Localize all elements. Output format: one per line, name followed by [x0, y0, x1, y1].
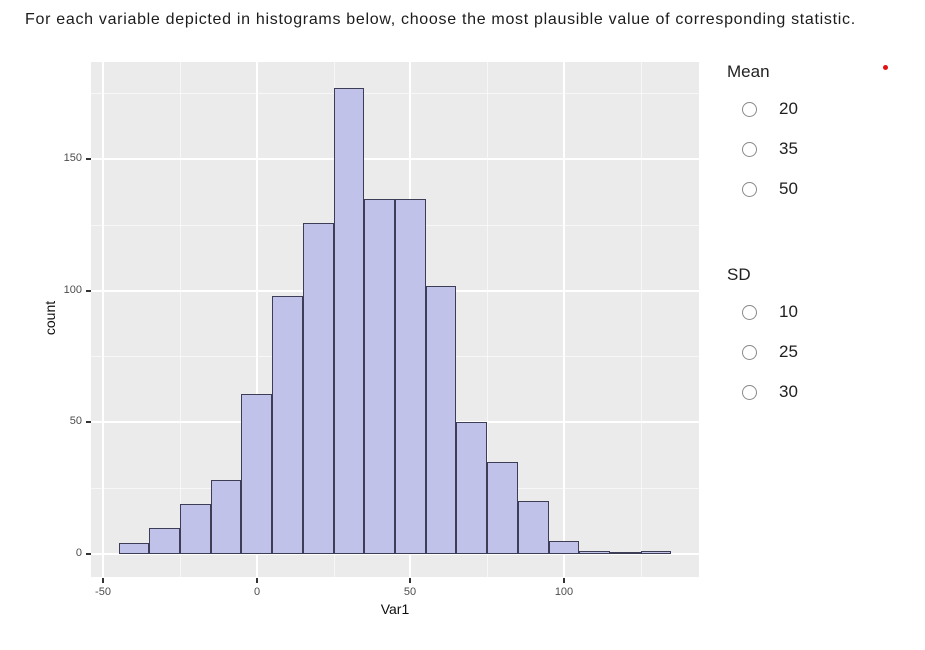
- y-tick-label: 0: [75, 547, 82, 559]
- histogram-bar: [364, 199, 395, 554]
- histogram-bar: [334, 88, 364, 554]
- x-tick-mark: [409, 578, 411, 583]
- histogram-bar: [487, 462, 518, 554]
- histogram-bar: [395, 199, 426, 554]
- y-tick-mark: [86, 553, 91, 555]
- gridline-x-minor: [487, 62, 488, 577]
- gridline-y-major: [91, 158, 699, 160]
- option-row-mean-50[interactable]: 50: [727, 176, 917, 202]
- y-tick-label: 100: [63, 284, 82, 296]
- x-axis-title: Var1: [380, 601, 410, 617]
- histogram-bar: [426, 286, 456, 554]
- histogram-bar: [119, 543, 149, 554]
- gridline-x-minor: [641, 62, 642, 577]
- question-label: Mean: [727, 62, 770, 81]
- y-tick-label: 150: [63, 152, 82, 164]
- page-title: For each variable depicted in histograms…: [25, 11, 856, 28]
- gridline-x-minor: [180, 62, 181, 577]
- option-label: 25: [779, 342, 798, 361]
- x-tick-label: 0: [253, 586, 261, 598]
- option-row-sd-30[interactable]: 30: [727, 379, 917, 405]
- y-tick-mark: [86, 421, 91, 423]
- gridline-x-major: [256, 62, 258, 577]
- histogram-bar: [456, 422, 487, 554]
- option-label: 35: [779, 139, 798, 158]
- radio-button-mean-35[interactable]: [742, 141, 757, 157]
- gridline-x-major: [563, 62, 565, 577]
- histogram-bar: [180, 504, 211, 554]
- histogram-bar: [579, 551, 610, 554]
- plot-panel: [91, 62, 699, 577]
- histogram-bar: [241, 394, 272, 554]
- histogram-bar: [149, 528, 180, 554]
- x-tick-mark: [102, 578, 104, 583]
- question-group-sd: SD 10 25 30: [727, 264, 917, 405]
- y-tick-mark: [86, 158, 91, 160]
- x-tick-label: 100: [554, 586, 574, 598]
- option-label: 20: [779, 99, 798, 118]
- gridline-y-major: [91, 553, 699, 555]
- x-tick-mark: [256, 578, 258, 583]
- option-label: 10: [779, 302, 798, 321]
- radio-button-sd-10[interactable]: [742, 304, 757, 320]
- y-tick-label: 50: [69, 415, 82, 427]
- x-tick-label: -50: [95, 586, 111, 598]
- option-label: 50: [779, 179, 798, 198]
- option-row-mean-35[interactable]: 35: [727, 136, 917, 162]
- required-indicator-dot: [883, 65, 888, 70]
- radio-button-sd-30[interactable]: [742, 384, 757, 400]
- histogram-bar: [211, 480, 241, 554]
- option-row-sd-10[interactable]: 10: [727, 299, 917, 325]
- radio-button-sd-25[interactable]: [742, 344, 757, 360]
- radio-button-mean-20[interactable]: [742, 101, 757, 117]
- question-label: SD: [727, 265, 751, 284]
- histogram-bar: [641, 551, 671, 554]
- gridline-y-minor: [91, 93, 699, 94]
- radio-button-mean-50[interactable]: [742, 181, 757, 197]
- histogram-bar: [610, 552, 641, 554]
- option-label: 30: [779, 382, 798, 401]
- x-tick-label: 50: [403, 586, 417, 598]
- histogram-bar: [518, 501, 549, 554]
- question-group-mean: Mean 20 35 50: [727, 61, 917, 202]
- option-row-sd-25[interactable]: 25: [727, 339, 917, 365]
- histogram-bar: [272, 296, 303, 554]
- y-tick-mark: [86, 290, 91, 292]
- x-tick-mark: [563, 578, 565, 583]
- gridline-x-major: [102, 62, 104, 577]
- option-row-mean-20[interactable]: 20: [727, 96, 917, 122]
- histogram-bar: [303, 223, 334, 554]
- histogram-bar: [549, 541, 579, 554]
